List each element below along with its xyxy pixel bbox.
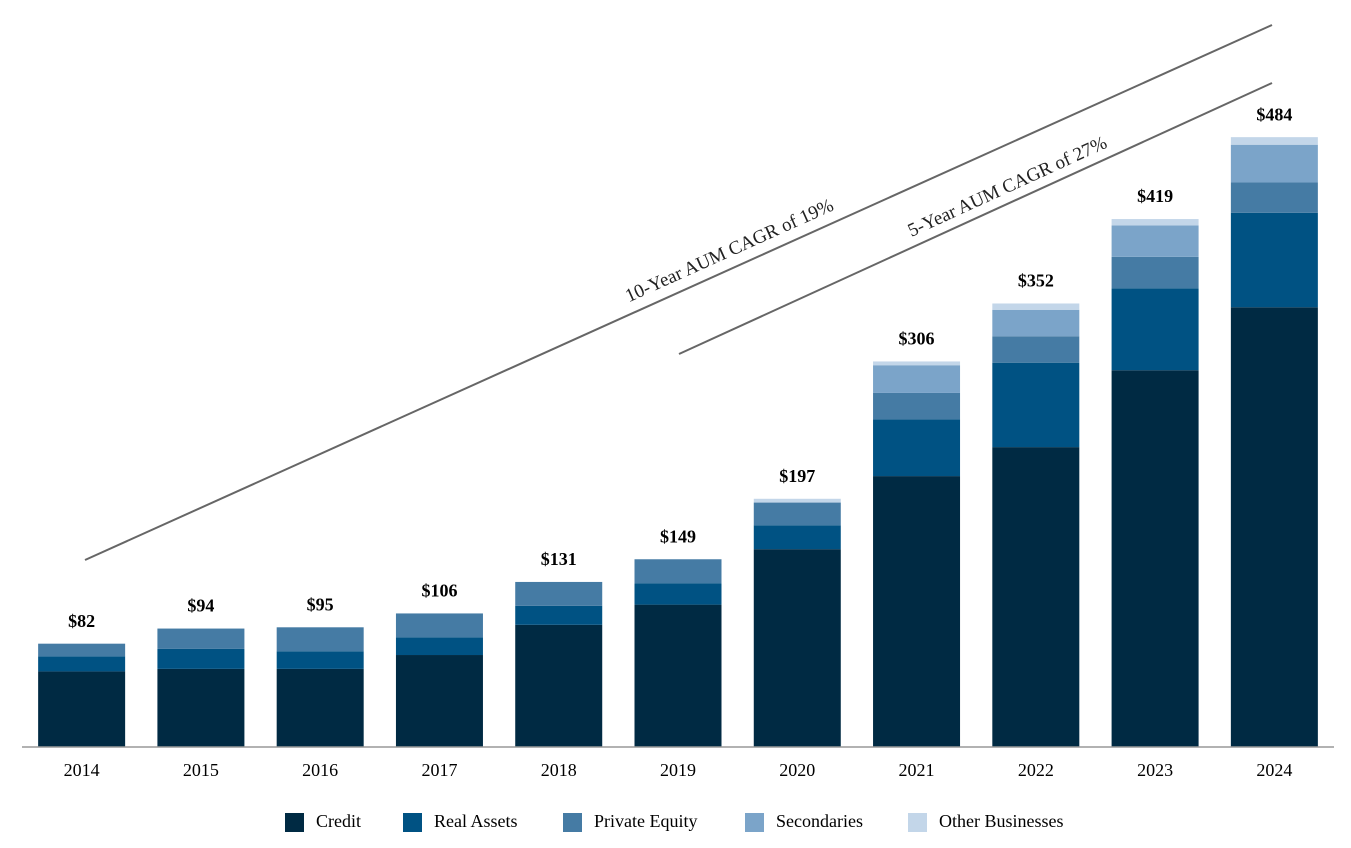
bar-segment xyxy=(753,549,841,747)
bar-segment xyxy=(1230,144,1318,183)
total-label: $306 xyxy=(899,329,935,349)
annotation: 10-Year AUM CAGR of 19% xyxy=(622,195,837,307)
bar-segment xyxy=(873,361,961,366)
bar-segment xyxy=(992,447,1080,747)
x-tick-label: 2014 xyxy=(64,760,100,780)
x-tick-label: 2019 xyxy=(660,760,696,780)
bar-segment xyxy=(873,476,961,747)
x-tick-label: 2017 xyxy=(421,760,457,780)
legend-label: Private Equity xyxy=(594,811,697,831)
bar-segment xyxy=(873,419,961,477)
legend-label: Secondaries xyxy=(776,811,863,831)
bar-segment xyxy=(38,671,126,747)
bar-segment xyxy=(873,365,961,393)
legend-swatch xyxy=(285,813,304,832)
total-label: $484 xyxy=(1256,104,1292,124)
total-label: $94 xyxy=(187,596,214,616)
bar-segment xyxy=(395,655,483,747)
total-label: $149 xyxy=(660,526,696,546)
x-tick-label: 2024 xyxy=(1256,760,1292,780)
bar-segment xyxy=(634,559,722,584)
bar-segment xyxy=(515,624,603,747)
bar-segment xyxy=(992,336,1080,363)
bar-segment xyxy=(634,604,722,747)
trend-line xyxy=(678,82,1273,355)
legend-swatch xyxy=(403,813,422,832)
bar-segment xyxy=(157,668,245,747)
bar-segment xyxy=(276,651,364,669)
bar-segment xyxy=(38,643,126,657)
bar-segment xyxy=(276,668,364,747)
x-tick-label: 2021 xyxy=(899,760,935,780)
bar-segment xyxy=(1111,219,1199,226)
legend-label: Other Businesses xyxy=(939,811,1064,831)
total-label: $197 xyxy=(779,466,815,486)
bar-segment xyxy=(1230,212,1318,308)
legend-swatch xyxy=(745,813,764,832)
bar-segment xyxy=(753,525,841,550)
bar-segment xyxy=(1230,137,1318,145)
bar-segment xyxy=(1111,370,1199,747)
x-tick-label: 2022 xyxy=(1018,760,1054,780)
total-label: $352 xyxy=(1018,271,1054,291)
total-label: $95 xyxy=(307,594,334,614)
bar-segment xyxy=(1111,256,1199,289)
legend-label: Credit xyxy=(316,811,361,831)
bar-segment xyxy=(1111,288,1199,371)
legend-label: Real Assets xyxy=(434,811,518,831)
total-label: $82 xyxy=(68,611,95,631)
bar-segment xyxy=(38,656,126,672)
bar-segment xyxy=(515,605,603,625)
x-tick-label: 2023 xyxy=(1137,760,1173,780)
x-tick-label: 2018 xyxy=(541,760,577,780)
bar-segment xyxy=(157,628,245,649)
bar-segment xyxy=(873,392,961,420)
bar-segment xyxy=(992,309,1080,337)
annotation: 5-Year AUM CAGR of 27% xyxy=(905,132,1111,241)
bar-segment xyxy=(1230,307,1318,747)
bar-segment xyxy=(753,502,841,526)
bar-segment xyxy=(1111,225,1199,257)
x-tick-label: 2016 xyxy=(302,760,338,780)
x-tick-label: 2015 xyxy=(183,760,219,780)
bar-segment xyxy=(395,613,483,638)
bar-segment xyxy=(395,637,483,656)
bar-segment xyxy=(753,498,841,503)
legend-swatch xyxy=(908,813,927,832)
trend-line xyxy=(84,24,1273,561)
total-label: $131 xyxy=(541,549,577,569)
bar-segment xyxy=(992,362,1080,448)
total-label: $106 xyxy=(421,581,457,601)
bar-segment xyxy=(1230,182,1318,213)
bar-segment xyxy=(515,581,603,606)
bar-segment xyxy=(276,627,364,652)
bar-segment xyxy=(157,648,245,669)
bar-segment xyxy=(634,583,722,605)
x-tick-label: 2020 xyxy=(779,760,815,780)
total-label: $419 xyxy=(1137,186,1173,206)
legend-swatch xyxy=(563,813,582,832)
bar-segment xyxy=(992,303,1080,310)
